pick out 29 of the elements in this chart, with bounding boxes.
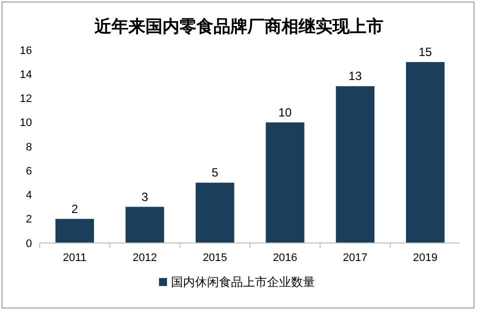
y-tick-label: 2	[26, 214, 32, 226]
data-label: 10	[278, 105, 292, 120]
x-tick-label: 2011	[62, 252, 87, 264]
y-tick-label: 14	[20, 68, 32, 81]
data-label: 5	[212, 166, 219, 180]
bar	[55, 218, 94, 243]
legend-label: 国内休闲食品上市企业数量	[171, 275, 315, 289]
bar	[406, 62, 445, 243]
bar	[266, 122, 304, 243]
y-tick-label: 10	[20, 117, 32, 130]
data-label: 3	[141, 190, 148, 204]
bar	[336, 86, 374, 243]
y-tick-label: 4	[26, 190, 32, 202]
y-tick-label: 16	[20, 44, 32, 57]
x-tick-label: 2016	[272, 252, 298, 264]
y-tick-label: 12	[20, 93, 32, 106]
bar	[126, 206, 164, 243]
y-tick-label: 8	[26, 141, 32, 154]
data-label: 15	[418, 45, 432, 60]
y-tick-label: 0	[26, 238, 32, 250]
x-tick-label: 2015	[202, 252, 228, 264]
data-label: 13	[348, 69, 362, 84]
chart-title: 近年来国内零食品牌厂商相继实现上市	[94, 17, 384, 37]
x-tick-label: 2017	[342, 252, 368, 264]
y-tick-label: 6	[26, 165, 32, 178]
x-tick-label: 2012	[132, 252, 158, 264]
bar	[196, 182, 234, 243]
data-label: 2	[71, 202, 78, 216]
x-tick-label: 2019	[413, 252, 438, 264]
